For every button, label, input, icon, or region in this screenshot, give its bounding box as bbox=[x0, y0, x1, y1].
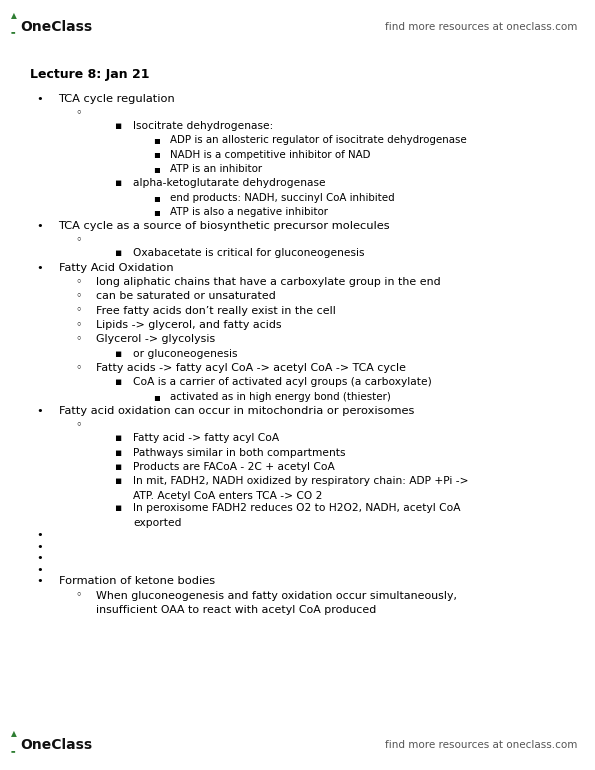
Text: ▪: ▪ bbox=[114, 249, 121, 259]
Text: •: • bbox=[36, 553, 43, 563]
Text: Fatty acids -> fatty acyl CoA -> acetyl CoA -> TCA cycle: Fatty acids -> fatty acyl CoA -> acetyl … bbox=[96, 363, 406, 373]
Text: ▪: ▪ bbox=[114, 462, 121, 472]
Text: •: • bbox=[36, 263, 43, 273]
Text: ◦: ◦ bbox=[75, 591, 82, 601]
Text: ◦: ◦ bbox=[75, 420, 82, 430]
Text: Lecture 8: Jan 21: Lecture 8: Jan 21 bbox=[30, 69, 149, 82]
Text: or gluconeogenesis: or gluconeogenesis bbox=[133, 349, 238, 359]
Text: ▪: ▪ bbox=[114, 377, 121, 387]
Text: TCA cycle regulation: TCA cycle regulation bbox=[58, 94, 176, 104]
Text: •: • bbox=[36, 542, 43, 552]
Text: ◦: ◦ bbox=[75, 320, 82, 330]
Text: ▪: ▪ bbox=[152, 164, 159, 174]
Text: long aliphatic chains that have a carboxylate group in the end: long aliphatic chains that have a carbox… bbox=[96, 277, 441, 287]
Text: CoA is a carrier of activated acyl groups (a carboxylate): CoA is a carrier of activated acyl group… bbox=[133, 377, 432, 387]
Text: insufficient OAA to react with acetyl CoA produced: insufficient OAA to react with acetyl Co… bbox=[96, 605, 377, 614]
Text: •: • bbox=[36, 221, 43, 231]
Text: ▪: ▪ bbox=[152, 207, 159, 217]
Text: OneClass: OneClass bbox=[20, 738, 92, 752]
Text: In peroxisome FADH2 reduces O2 to H2O2, NADH, acetyl CoA: In peroxisome FADH2 reduces O2 to H2O2, … bbox=[133, 504, 461, 514]
Text: find more resources at oneclass.com: find more resources at oneclass.com bbox=[385, 740, 577, 750]
Text: Pathways similar in both compartments: Pathways similar in both compartments bbox=[133, 447, 346, 457]
Text: ◦: ◦ bbox=[75, 363, 82, 373]
Text: •: • bbox=[36, 94, 43, 104]
Text: ▪: ▪ bbox=[152, 392, 159, 402]
Text: •: • bbox=[36, 564, 43, 574]
Text: ◦: ◦ bbox=[75, 277, 82, 287]
Text: can be saturated or unsaturated: can be saturated or unsaturated bbox=[96, 292, 276, 301]
Text: ▪: ▪ bbox=[152, 192, 159, 203]
Text: ▪: ▪ bbox=[114, 477, 121, 487]
Text: In mit, FADH2, NADH oxidized by respiratory chain: ADP +Pi ->: In mit, FADH2, NADH oxidized by respirat… bbox=[133, 477, 469, 487]
Text: •: • bbox=[36, 576, 43, 586]
Text: Lipids -> glycerol, and fatty acids: Lipids -> glycerol, and fatty acids bbox=[96, 320, 282, 330]
Text: end products: NADH, succinyl CoA inhibited: end products: NADH, succinyl CoA inhibit… bbox=[170, 192, 395, 203]
Text: ◦: ◦ bbox=[75, 306, 82, 316]
Text: ◦: ◦ bbox=[75, 292, 82, 301]
Text: ▲: ▲ bbox=[11, 729, 17, 738]
Text: Isocitrate dehydrogenase:: Isocitrate dehydrogenase: bbox=[133, 121, 274, 131]
Text: ATP. Acetyl CoA enters TCA -> CO 2: ATP. Acetyl CoA enters TCA -> CO 2 bbox=[133, 490, 322, 500]
Text: find more resources at oneclass.com: find more resources at oneclass.com bbox=[385, 22, 577, 32]
Text: activated as in high energy bond (thiester): activated as in high energy bond (thiest… bbox=[170, 392, 391, 402]
Text: alpha-ketoglutarate dehydrogenase: alpha-ketoglutarate dehydrogenase bbox=[133, 178, 326, 188]
Text: •: • bbox=[36, 406, 43, 416]
Text: ▲: ▲ bbox=[11, 11, 17, 20]
Text: ▪: ▪ bbox=[114, 349, 121, 359]
Text: ADP is an allosteric regulator of isocitrate dehydrogenase: ADP is an allosteric regulator of isocit… bbox=[170, 136, 467, 146]
Text: When gluconeogenesis and fatty oxidation occur simultaneously,: When gluconeogenesis and fatty oxidation… bbox=[96, 591, 457, 601]
Text: Glycerol -> glycolysis: Glycerol -> glycolysis bbox=[96, 334, 215, 344]
Text: ▬: ▬ bbox=[11, 748, 15, 753]
Text: ▪: ▪ bbox=[114, 178, 121, 188]
Text: ◦: ◦ bbox=[75, 334, 82, 344]
Text: NADH is a competitive inhibitor of NAD: NADH is a competitive inhibitor of NAD bbox=[170, 149, 371, 159]
Text: ▪: ▪ bbox=[114, 504, 121, 514]
Text: ▪: ▪ bbox=[114, 434, 121, 444]
Text: ◦: ◦ bbox=[75, 108, 82, 118]
Text: ▪: ▪ bbox=[152, 136, 159, 146]
Text: ATP is also a negative inhibitor: ATP is also a negative inhibitor bbox=[170, 207, 328, 217]
Text: Products are FACoA - 2C + acetyl CoA: Products are FACoA - 2C + acetyl CoA bbox=[133, 462, 335, 472]
Text: ▪: ▪ bbox=[114, 121, 121, 131]
Text: Formation of ketone bodies: Formation of ketone bodies bbox=[58, 576, 215, 586]
Text: Free fatty acids don’t really exist in the cell: Free fatty acids don’t really exist in t… bbox=[96, 306, 336, 316]
Text: Fatty acid oxidation can occur in mitochondria or peroxisomes: Fatty acid oxidation can occur in mitoch… bbox=[58, 406, 414, 416]
Text: Fatty acid -> fatty acyl CoA: Fatty acid -> fatty acyl CoA bbox=[133, 434, 279, 444]
Text: ◦: ◦ bbox=[75, 236, 82, 246]
Text: exported: exported bbox=[133, 517, 181, 527]
Text: OneClass: OneClass bbox=[20, 20, 92, 34]
Text: Fatty Acid Oxidation: Fatty Acid Oxidation bbox=[58, 263, 173, 273]
Text: ▪: ▪ bbox=[152, 149, 159, 159]
Text: ▬: ▬ bbox=[11, 29, 15, 35]
Text: ATP is an inhibitor: ATP is an inhibitor bbox=[170, 164, 262, 174]
Text: ▪: ▪ bbox=[114, 447, 121, 457]
Text: TCA cycle as a source of biosynthetic precursor molecules: TCA cycle as a source of biosynthetic pr… bbox=[58, 221, 390, 231]
Text: Oxabacetate is critical for gluconeogenesis: Oxabacetate is critical for gluconeogene… bbox=[133, 249, 365, 259]
Text: •: • bbox=[36, 531, 43, 541]
